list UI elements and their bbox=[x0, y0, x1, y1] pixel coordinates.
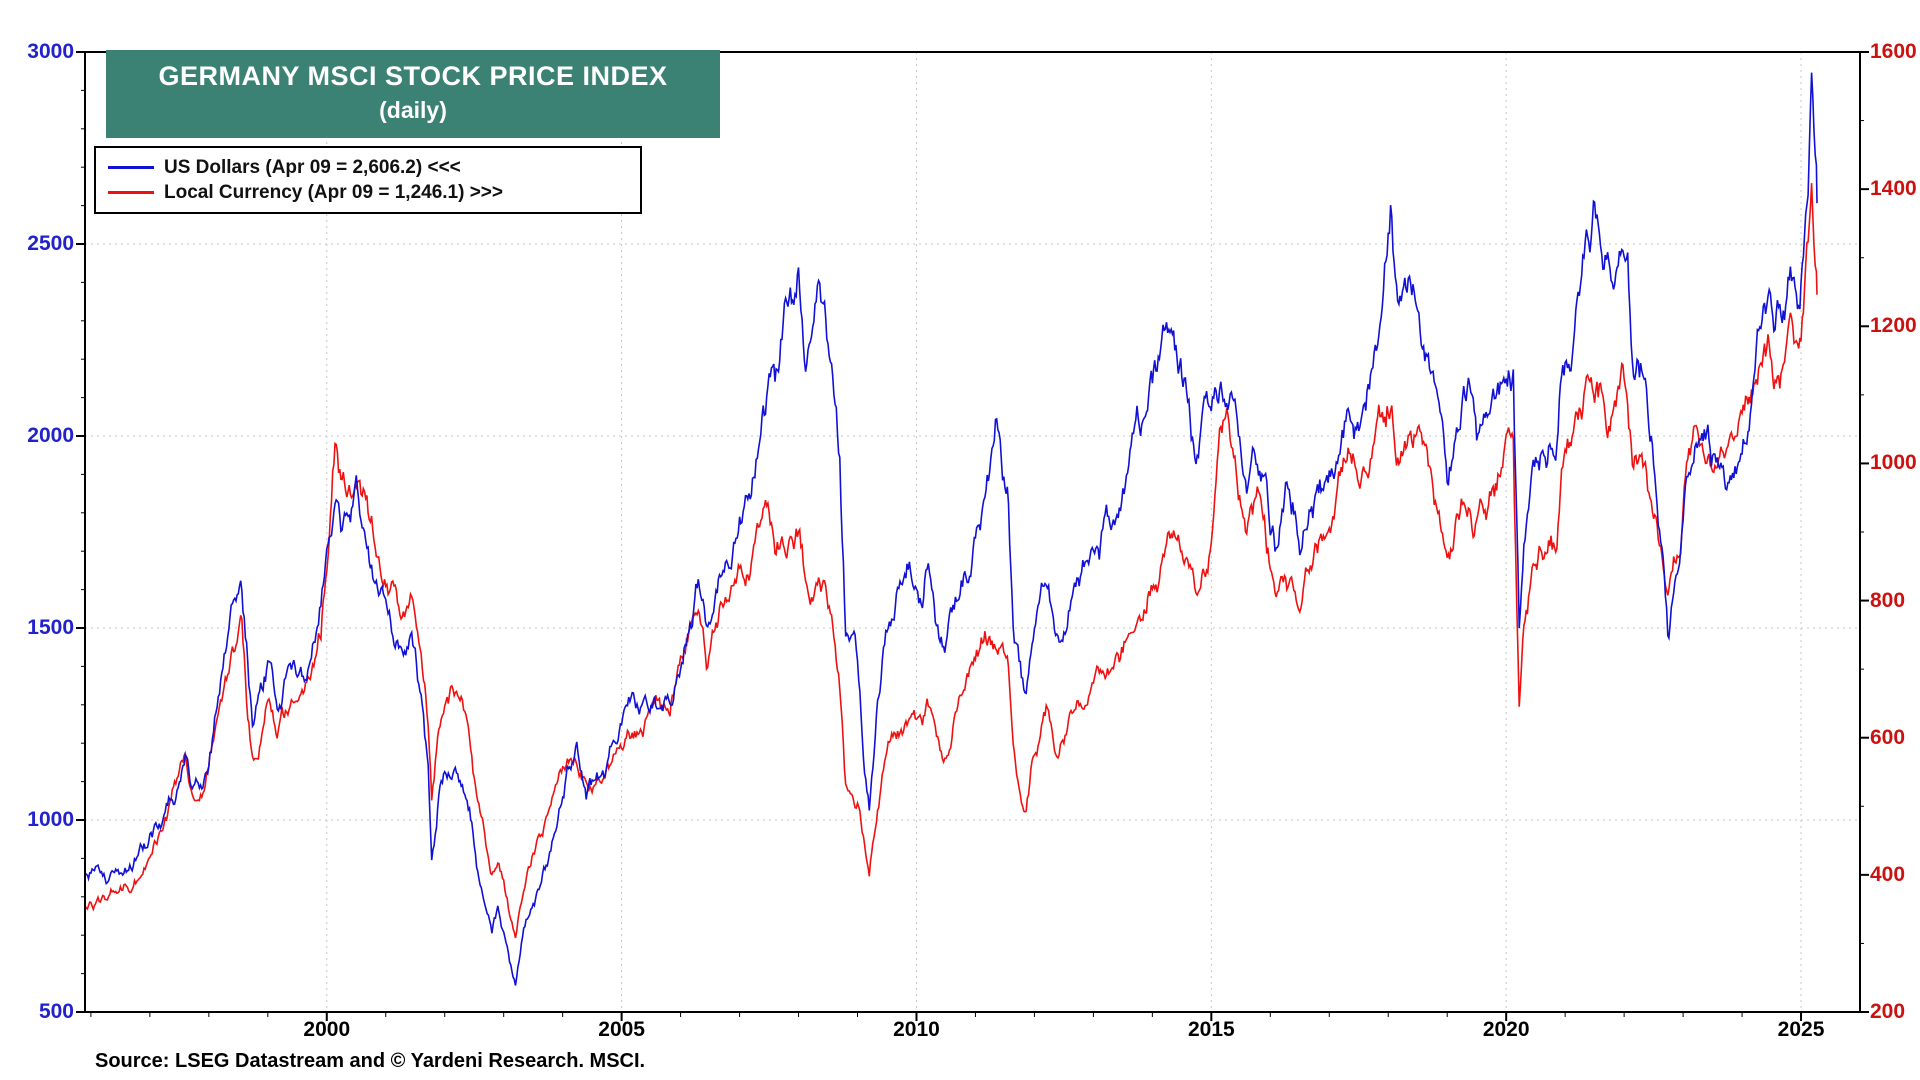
chart-subtitle: (daily) bbox=[379, 97, 447, 123]
y-right-tick-label-600: 600 bbox=[1870, 725, 1906, 749]
x-tick-label-2010: 2010 bbox=[893, 1018, 940, 1041]
y-left-tick-label-1000: 1000 bbox=[27, 808, 74, 831]
x-tick-label-2000: 2000 bbox=[303, 1018, 351, 1041]
x-tick-label-2025: 2025 bbox=[1777, 1018, 1825, 1041]
y-right-tick-label-1000: 1000 bbox=[1870, 451, 1917, 475]
y-right-tick-label-800: 800 bbox=[1870, 588, 1906, 612]
x-tick-label-2020: 2020 bbox=[1482, 1018, 1530, 1041]
y-right-tick-label-1200: 1200 bbox=[1870, 314, 1917, 338]
legend-line-blue bbox=[108, 166, 154, 169]
chart-title: GERMANY MSCI STOCK PRICE INDEX bbox=[158, 61, 668, 91]
y-left-tick-label-2000: 2000 bbox=[27, 424, 74, 447]
y-left-tick-label-2500: 2500 bbox=[27, 232, 74, 255]
y-right-tick-label-200: 200 bbox=[1870, 1000, 1906, 1023]
y-left-tick-label-1500: 1500 bbox=[27, 616, 74, 639]
y-right-tick-label-400: 400 bbox=[1870, 862, 1906, 886]
y-left-tick-label-500: 500 bbox=[38, 1000, 74, 1023]
x-tick-label-2015: 2015 bbox=[1187, 1018, 1235, 1041]
legend-box: US Dollars (Apr 09 = 2,606.2) <<< Local … bbox=[94, 146, 642, 214]
y-right-tick-label-1400: 1400 bbox=[1870, 177, 1917, 201]
series-line-local-currency bbox=[85, 183, 1818, 939]
legend-line-red bbox=[108, 191, 154, 194]
y-left-tick-label-3000: 3000 bbox=[27, 40, 74, 63]
legend-item-local-currency: Local Currency (Apr 09 = 1,246.1) >>> bbox=[108, 180, 628, 205]
series-line-us-dollars bbox=[85, 72, 1818, 986]
legend-item-us-dollars: US Dollars (Apr 09 = 2,606.2) <<< bbox=[108, 155, 628, 180]
source-note: Source: LSEG Datastream and © Yardeni Re… bbox=[95, 1050, 646, 1072]
title-box: GERMANY MSCI STOCK PRICE INDEX (daily) bbox=[106, 50, 720, 138]
legend-label-local-currency: Local Currency (Apr 09 = 1,246.1) >>> bbox=[164, 181, 504, 203]
y-right-tick-label-1600: 1600 bbox=[1870, 40, 1917, 63]
x-tick-label-2005: 2005 bbox=[598, 1018, 645, 1041]
legend-label-us-dollars: US Dollars (Apr 09 = 2,606.2) <<< bbox=[164, 156, 461, 178]
